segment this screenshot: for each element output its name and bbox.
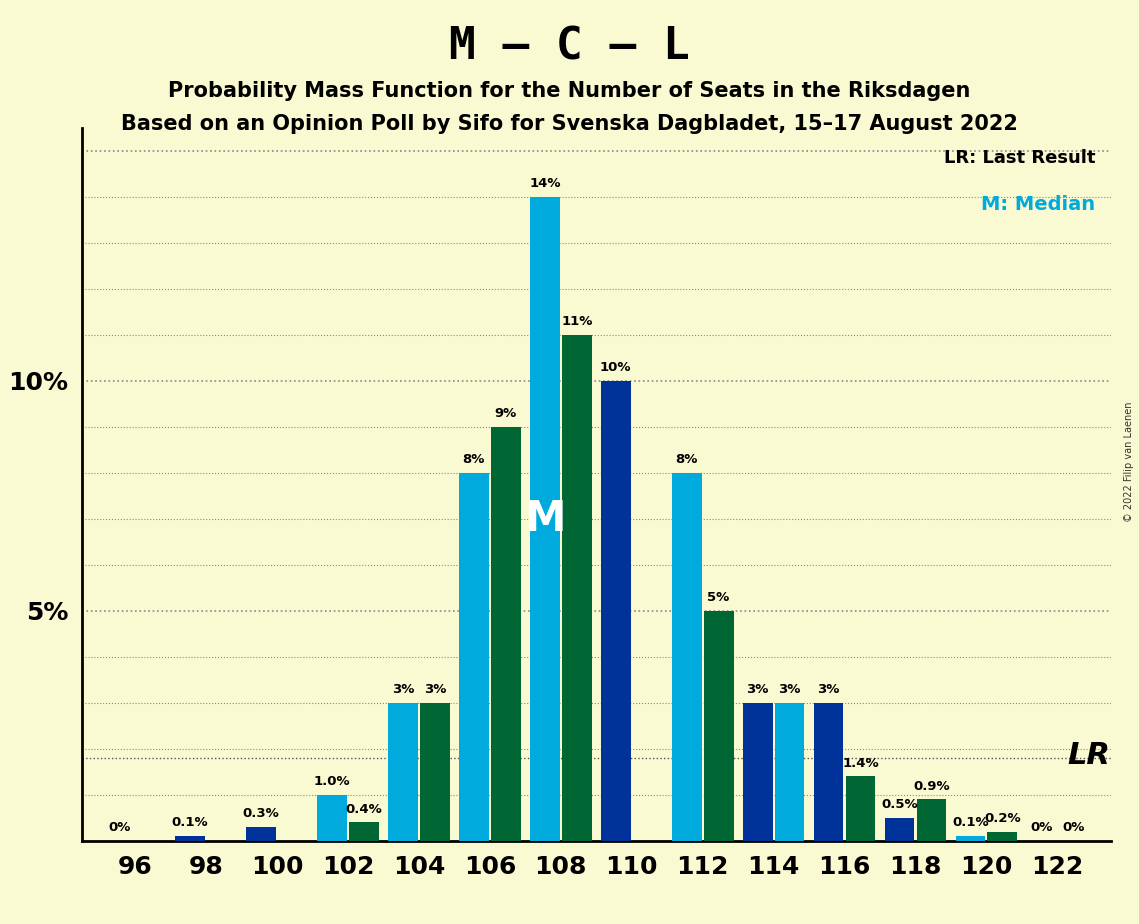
- Bar: [775, 703, 804, 841]
- Bar: [459, 473, 489, 841]
- Bar: [175, 836, 205, 841]
- Bar: [530, 197, 559, 841]
- Text: 3%: 3%: [424, 683, 446, 696]
- Text: 8%: 8%: [675, 453, 698, 466]
- Text: M: Median: M: Median: [981, 195, 1095, 214]
- Text: M – C – L: M – C – L: [449, 26, 690, 69]
- Text: 0%: 0%: [108, 821, 131, 834]
- Bar: [246, 827, 276, 841]
- Text: 5%: 5%: [707, 590, 730, 603]
- Text: 3%: 3%: [392, 683, 415, 696]
- Text: 0.3%: 0.3%: [243, 808, 279, 821]
- Text: Probability Mass Function for the Number of Seats in the Riksdagen: Probability Mass Function for the Number…: [169, 81, 970, 102]
- Bar: [885, 818, 915, 841]
- Bar: [420, 703, 450, 841]
- Text: 8%: 8%: [462, 453, 485, 466]
- Text: LR: Last Result: LR: Last Result: [943, 149, 1095, 167]
- Text: M: M: [524, 498, 566, 540]
- Bar: [743, 703, 772, 841]
- Text: 1.0%: 1.0%: [313, 775, 351, 788]
- Bar: [813, 703, 844, 841]
- Bar: [562, 334, 591, 841]
- Bar: [491, 427, 521, 841]
- Bar: [317, 795, 347, 841]
- Text: 0%: 0%: [1062, 821, 1084, 834]
- Text: Based on an Opinion Poll by Sifo for Svenska Dagbladet, 15–17 August 2022: Based on an Opinion Poll by Sifo for Sve…: [121, 114, 1018, 134]
- Bar: [601, 381, 631, 841]
- Text: 0.1%: 0.1%: [952, 816, 989, 830]
- Bar: [704, 611, 734, 841]
- Text: 3%: 3%: [746, 683, 769, 696]
- Text: 1.4%: 1.4%: [842, 757, 879, 770]
- Text: 9%: 9%: [494, 407, 517, 419]
- Bar: [956, 836, 985, 841]
- Bar: [672, 473, 702, 841]
- Text: 14%: 14%: [530, 176, 560, 189]
- Text: 0.9%: 0.9%: [913, 780, 950, 793]
- Text: 0.5%: 0.5%: [882, 798, 918, 811]
- Bar: [845, 776, 876, 841]
- Bar: [917, 799, 947, 841]
- Text: 10%: 10%: [600, 360, 631, 373]
- Text: 3%: 3%: [778, 683, 801, 696]
- Text: 0%: 0%: [1030, 821, 1052, 834]
- Text: 11%: 11%: [562, 315, 592, 328]
- Bar: [388, 703, 418, 841]
- Bar: [349, 822, 379, 841]
- Text: © 2022 Filip van Laenen: © 2022 Filip van Laenen: [1124, 402, 1133, 522]
- Text: 0.1%: 0.1%: [172, 816, 208, 830]
- Bar: [988, 832, 1017, 841]
- Text: 0.2%: 0.2%: [984, 811, 1021, 825]
- Text: LR: LR: [1067, 741, 1111, 771]
- Text: 0.4%: 0.4%: [345, 803, 383, 816]
- Text: 3%: 3%: [818, 683, 839, 696]
